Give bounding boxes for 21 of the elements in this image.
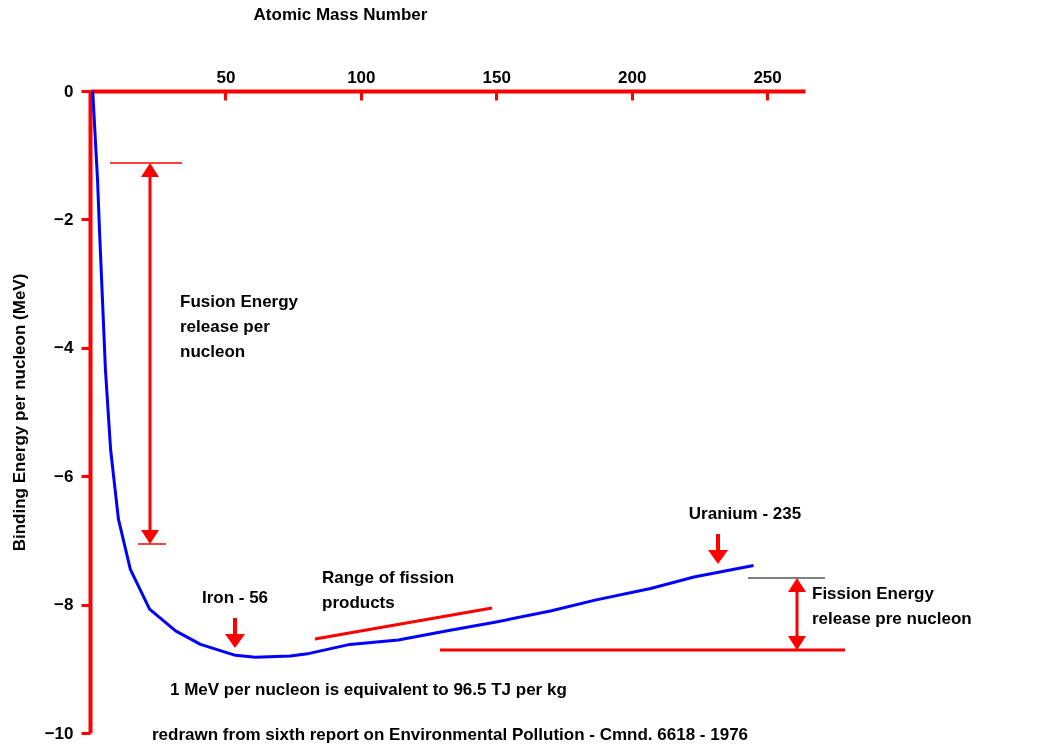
- annotation: Uranium - 235: [688, 504, 802, 523]
- x-tick-label: 50: [216, 67, 236, 87]
- annotation: Iron - 56: [201, 588, 269, 607]
- y-tick-label: −10: [44, 723, 74, 743]
- x-tick-label: 200: [617, 67, 647, 87]
- y-tick-label: −4: [54, 338, 75, 358]
- y-tick-label: −2: [54, 209, 74, 229]
- annotation: Fusion Energy release per nucleon: [180, 292, 299, 361]
- text: Fission Energy release pre nucleon: [812, 584, 972, 628]
- annotation: Range of fission products: [322, 568, 455, 612]
- annotation: redrawn from sixth report on Environmental Pollution - Cmnd. 6618 - 1976: [152, 725, 749, 744]
- x-axis-title: Atomic Mass Number: [253, 4, 428, 24]
- x-tick-label: 150: [482, 67, 511, 87]
- y-tick-label: 0: [64, 81, 74, 101]
- y-tick-label: −6: [54, 466, 74, 486]
- y-axis-title: Binding Energy per nucleon (MeV): [9, 273, 29, 552]
- x-tick-label: 100: [347, 67, 376, 87]
- y-tick-label: −8: [54, 595, 74, 615]
- x-tick-label: 250: [753, 67, 782, 87]
- annotation: 1 MeV per nucleon is equivalent to 96.5 TJ per kg: [170, 680, 567, 699]
- line-series: [91, 89, 756, 659]
